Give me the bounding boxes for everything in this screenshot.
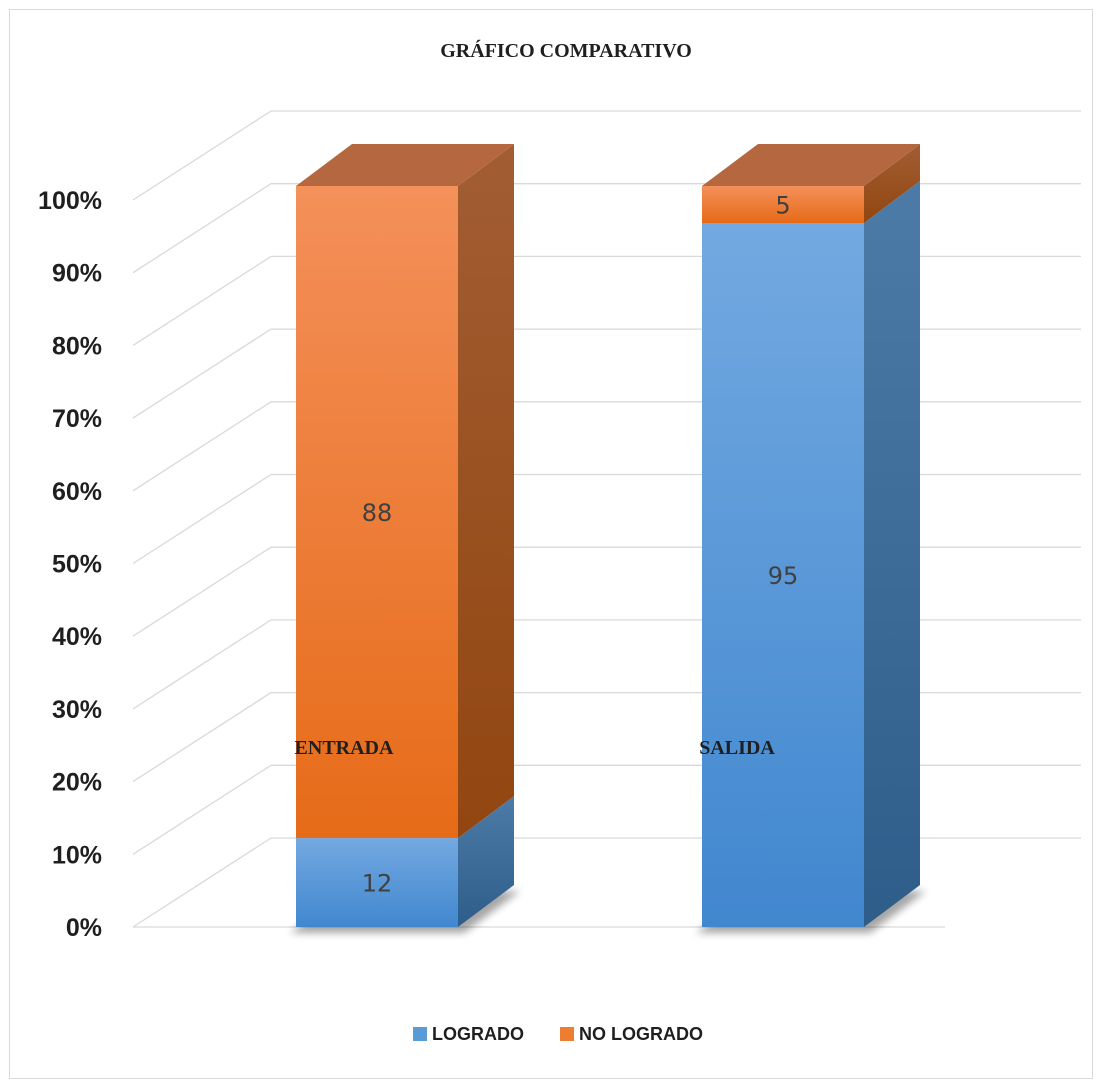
gridline-diagonal	[132, 837, 272, 928]
y-tick-label: 90%	[52, 260, 102, 288]
bar-entrada-no-logrado	[296, 186, 458, 839]
data-label: 88	[362, 499, 393, 527]
bar-salida-logrado	[702, 223, 864, 928]
y-tick-label: 40%	[52, 623, 102, 651]
x-axis: ENTRADA SALIDA	[295, 737, 776, 759]
gridline-diagonal	[132, 619, 272, 710]
x-category-label: ENTRADA	[295, 737, 394, 759]
legend-label: LOGRADO	[432, 1024, 524, 1044]
y-tick-label: 50%	[52, 551, 102, 579]
gridline-diagonal	[132, 473, 272, 565]
bar-top-salida	[702, 144, 920, 186]
bar-entrada-logrado	[296, 838, 458, 927]
y-tick-label: 80%	[52, 332, 102, 360]
bar-side-salida-1	[864, 144, 920, 224]
legend: LOGRADO NO LOGRADO	[413, 1024, 703, 1044]
gridline-diagonal	[132, 110, 272, 201]
y-tick-label: 10%	[52, 841, 102, 869]
chart-title: GRÁFICO COMPARATIVO	[440, 39, 692, 62]
gridline-diagonal	[132, 546, 272, 637]
y-tick-label: 0%	[66, 914, 102, 942]
bars-layer: 12 88 95 5	[290, 144, 926, 933]
gridline-diagonal	[132, 692, 272, 783]
y-tick-label: 30%	[52, 696, 102, 724]
y-tick-label: 20%	[52, 769, 102, 797]
data-label: 12	[362, 870, 393, 898]
bar-salida-no-logrado	[702, 186, 864, 224]
y-tick-label: 70%	[52, 405, 102, 433]
gridline-diagonal	[132, 328, 272, 419]
gridline-diagonal	[132, 255, 272, 346]
x-category-label: SALIDA	[699, 737, 775, 759]
gridline-diagonal	[132, 183, 272, 274]
bar-top-entrada	[296, 144, 514, 186]
y-axis: 0% 10% 20% 30% 40% 50% 60% 70% 80% 90% 100%	[38, 187, 102, 942]
bar-side-salida-0	[864, 181, 920, 928]
chart-svg: GRÁFICO COMPARATIVO 0% 10% 20% 30% 40% 50% 60%…	[38, 39, 1081, 1044]
grid-layer	[132, 110, 1081, 928]
y-tick-label: 100%	[38, 187, 102, 215]
gridline-diagonal	[132, 764, 272, 855]
data-label: 95	[768, 562, 799, 590]
gridline-diagonal	[132, 401, 272, 492]
legend-label: NO LOGRADO	[579, 1024, 703, 1044]
data-label: 5	[775, 192, 790, 220]
bar-side-entrada-1	[458, 144, 514, 839]
bar-side-entrada-0	[458, 796, 514, 927]
chart-frame: GRÁFICO COMPARATIVO 0% 10% 20% 30% 40% 50% 60%…	[9, 9, 1093, 1079]
y-tick-label: 60%	[52, 478, 102, 506]
legend-swatch	[413, 1027, 427, 1041]
legend-swatch	[560, 1027, 574, 1041]
